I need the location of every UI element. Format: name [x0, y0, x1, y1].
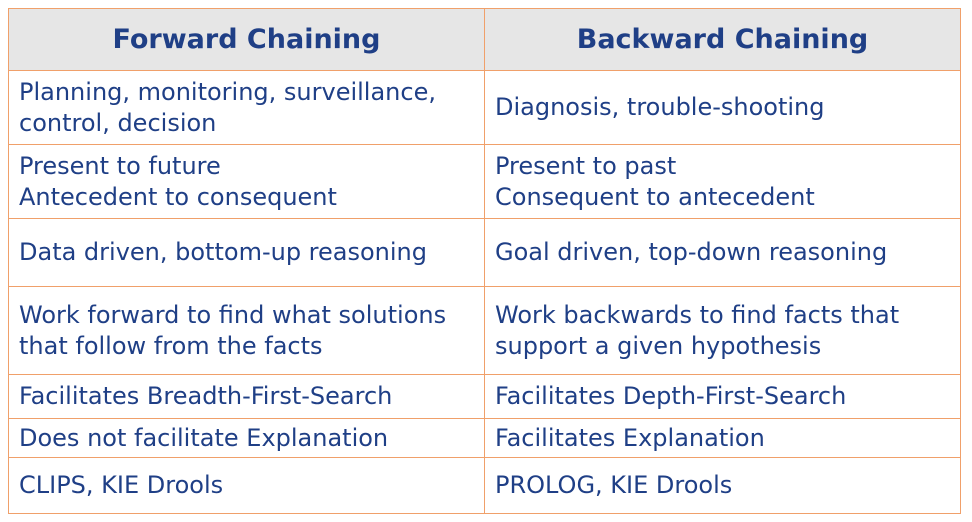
forward-cell: Planning, monitoring, surveillance, cont…: [8, 70, 485, 145]
backward-cell: Facilitates Explanation: [484, 418, 961, 458]
table-row: Data driven, bottom-up reasoning Goal dr…: [8, 218, 961, 287]
table-row: CLIPS, KIE Drools PROLOG, KIE Drools: [8, 457, 961, 514]
cell-line: that follow from the facts: [19, 331, 323, 360]
cell-line: Work forward to find what solutions: [19, 300, 447, 329]
forward-cell: Present to future Antecedent to conseque…: [8, 144, 485, 219]
cell-line: Consequent to antecedent: [495, 182, 815, 211]
cell-line: Present to past: [495, 151, 677, 180]
forward-cell: CLIPS, KIE Drools: [8, 457, 485, 514]
forward-cell: Work forward to find what solutions that…: [8, 286, 485, 375]
cell-line: Planning, monitoring, surveillance,: [19, 77, 436, 106]
backward-cell: Goal driven, top-down reasoning: [484, 218, 961, 287]
table-row: Does not facilitate Explanation Facilita…: [8, 418, 961, 458]
comparison-table: Forward Chaining Backward Chaining Plann…: [8, 8, 961, 514]
cell-line: Facilitates Explanation: [495, 423, 765, 452]
cell-line: Does not facilitate Explanation: [19, 423, 389, 452]
backward-cell: Diagnosis, trouble-shooting: [484, 70, 961, 145]
cell-line: support a given hypothesis: [495, 331, 822, 360]
table-row: Work forward to find what solutions that…: [8, 286, 961, 375]
forward-cell: Data driven, bottom-up reasoning: [8, 218, 485, 287]
forward-cell: Facilitates Breadth-First-Search: [8, 374, 485, 419]
forward-cell: Does not facilitate Explanation: [8, 418, 485, 458]
header-backward-chaining: Backward Chaining: [484, 8, 961, 71]
header-row: Forward Chaining Backward Chaining: [8, 8, 961, 71]
cell-line: Facilitates Breadth-First-Search: [19, 382, 393, 410]
backward-cell: Present to past Consequent to antecedent: [484, 144, 961, 219]
header-forward-chaining: Forward Chaining: [8, 8, 485, 71]
table-row: Planning, monitoring, surveillance, cont…: [8, 70, 961, 145]
cell-line: Antecedent to consequent: [19, 182, 337, 211]
cell-line: Facilitates Depth-First-Search: [495, 382, 847, 410]
backward-cell: Work backwards to find facts that suppor…: [484, 286, 961, 375]
cell-line: Diagnosis, trouble-shooting: [495, 93, 825, 121]
cell-line: CLIPS, KIE Drools: [19, 471, 224, 499]
table-row: Present to future Antecedent to conseque…: [8, 144, 961, 219]
backward-cell: Facilitates Depth-First-Search: [484, 374, 961, 419]
cell-line: Present to future: [19, 151, 221, 180]
cell-line: PROLOG, KIE Drools: [495, 471, 733, 499]
table-row: Facilitates Breadth-First-Search Facilit…: [8, 374, 961, 419]
cell-line: Data driven, bottom-up reasoning: [19, 238, 427, 266]
cell-line: control, decision: [19, 108, 217, 137]
cell-line: Goal driven, top-down reasoning: [495, 238, 888, 266]
cell-line: Work backwards to find facts that: [495, 300, 900, 329]
backward-cell: PROLOG, KIE Drools: [484, 457, 961, 514]
